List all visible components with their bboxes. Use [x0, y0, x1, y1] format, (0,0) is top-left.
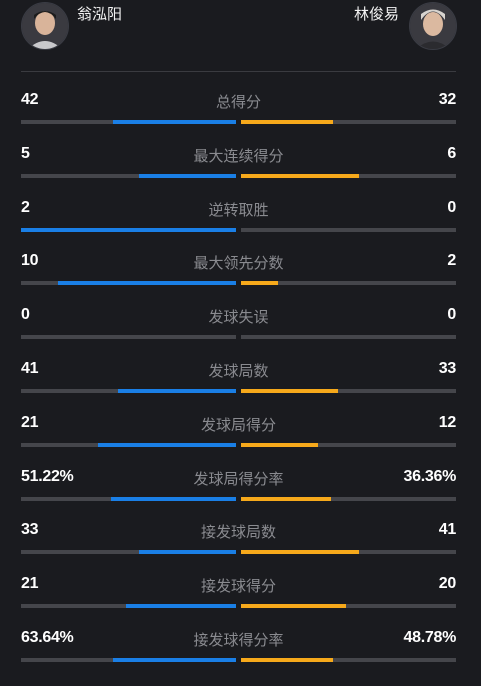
- stat-row: 2 逆转取胜 0: [21, 196, 456, 250]
- left-stat-value: 10: [21, 252, 39, 270]
- right-stat-bar: [241, 335, 456, 340]
- stat-label: 总得分: [215, 93, 261, 111]
- stat-label: 发球失误: [208, 308, 269, 327]
- right-stat-value: 0: [447, 198, 456, 216]
- stat-row: 51.22% 发球局得分率 36.36%: [21, 465, 456, 519]
- right-stat-fill: [241, 442, 319, 447]
- stat-label: 逆转取胜: [208, 200, 269, 219]
- right-stat-fill: [241, 120, 334, 124]
- right-stat-value: 20: [438, 575, 457, 593]
- stat-label: 发球局得分: [200, 415, 276, 434]
- stat-row: 10 最大领先分数 2: [21, 249, 456, 303]
- left-stat-fill: [139, 173, 236, 178]
- right-player-avatar[interactable]: [409, 2, 457, 50]
- right-stat-bar: [241, 388, 456, 393]
- right-stat-bar: [241, 227, 456, 232]
- right-stat-bar: [241, 496, 456, 501]
- left-stat-fill: [57, 281, 236, 286]
- left-stat-bar: [21, 388, 236, 393]
- stat-row: 0 发球失误 0: [21, 303, 456, 357]
- left-stat-value: 5: [21, 144, 30, 162]
- right-stat-value: 41: [438, 521, 457, 539]
- left-stat-bar: [21, 657, 236, 662]
- left-stat-value: 2: [21, 198, 30, 216]
- left-stat-fill: [21, 227, 236, 232]
- right-stat-bar: [241, 281, 456, 286]
- stat-row: 41 发球局数 33: [21, 357, 456, 411]
- right-stat-value: 36.36%: [403, 467, 457, 485]
- right-stat-value: 32: [438, 91, 457, 108]
- right-stat-bar: [241, 604, 456, 609]
- header-divider: [21, 71, 456, 72]
- right-stat-fill: [241, 657, 334, 662]
- stat-row: 21 发球局得分 12: [21, 411, 456, 465]
- right-stat-value: 33: [438, 359, 457, 377]
- right-stat-value: 0: [447, 306, 456, 324]
- right-stat-value: 48.78%: [403, 628, 457, 646]
- left-stat-bar: [21, 550, 236, 555]
- left-player-avatar[interactable]: [21, 2, 69, 50]
- stat-label: 接发球局数: [200, 523, 276, 542]
- right-stat-value: 2: [447, 252, 456, 270]
- right-stat-bar: [241, 173, 456, 178]
- left-stat-fill: [113, 120, 236, 124]
- stat-label: 接发球得分率: [193, 630, 284, 649]
- right-player-name[interactable]: 林俊易: [353, 5, 399, 23]
- right-stat-fill: [241, 173, 360, 178]
- stat-row: 63.64% 接发球得分率 48.78%: [21, 626, 456, 680]
- left-stat-fill: [111, 496, 236, 501]
- left-stat-bar: [21, 604, 236, 609]
- right-stat-fill: [241, 550, 360, 555]
- left-stat-bar: [21, 496, 236, 501]
- left-stat-value: 41: [21, 359, 39, 377]
- left-stat-bar: [21, 281, 236, 286]
- stat-label: 发球局得分率: [193, 469, 284, 488]
- left-stat-fill: [126, 604, 236, 609]
- stat-row: 5 最大连续得分 6: [21, 142, 456, 196]
- stat-label: 最大连续得分: [193, 146, 284, 165]
- right-stat-bar: [241, 550, 456, 555]
- left-stat-fill: [117, 388, 236, 393]
- left-stat-value: 21: [21, 575, 39, 593]
- left-stat-value: 51.22%: [21, 467, 74, 485]
- left-stat-bar: [21, 173, 236, 178]
- right-stat-fill: [241, 388, 338, 393]
- right-stat-value: 12: [438, 413, 457, 431]
- left-stat-bar: [21, 335, 236, 340]
- right-stat-bar: [241, 120, 456, 124]
- left-stat-fill: [98, 442, 236, 447]
- right-stat-fill: [241, 604, 347, 609]
- left-stat-value: 42: [21, 91, 39, 108]
- right-stat-bar: [241, 442, 456, 447]
- left-stat-fill: [139, 550, 236, 555]
- stat-label: 最大领先分数: [193, 254, 284, 273]
- stat-row: 33 接发球局数 41: [21, 518, 456, 572]
- stats-list: 42 总得分 32 5 最大连续得分 6 2 逆转取胜 0 10 最大领先分数 2 0 发球失误 0 41 发球…: [21, 88, 456, 680]
- match-header: 翁泓阳 林俊易: [0, 0, 481, 72]
- left-stat-bar: [21, 120, 236, 124]
- stat-label: 发球局数: [208, 361, 269, 380]
- stat-label: 接发球得分: [200, 577, 276, 596]
- left-stat-bar: [21, 227, 236, 232]
- left-stat-value: 33: [21, 521, 39, 539]
- stat-row: 42 总得分 32: [21, 88, 456, 142]
- right-stat-fill: [241, 496, 332, 501]
- right-stat-value: 6: [447, 144, 456, 162]
- left-stat-value: 21: [21, 413, 39, 431]
- left-stat-value: 0: [21, 306, 30, 324]
- left-stat-fill: [113, 657, 236, 662]
- stat-row: 21 接发球得分 20: [21, 572, 456, 626]
- left-player-name[interactable]: 翁泓阳: [77, 5, 123, 23]
- left-stat-value: 63.64%: [21, 628, 74, 646]
- left-stat-bar: [21, 442, 236, 447]
- right-stat-fill: [241, 281, 278, 286]
- right-stat-bar: [241, 657, 456, 662]
